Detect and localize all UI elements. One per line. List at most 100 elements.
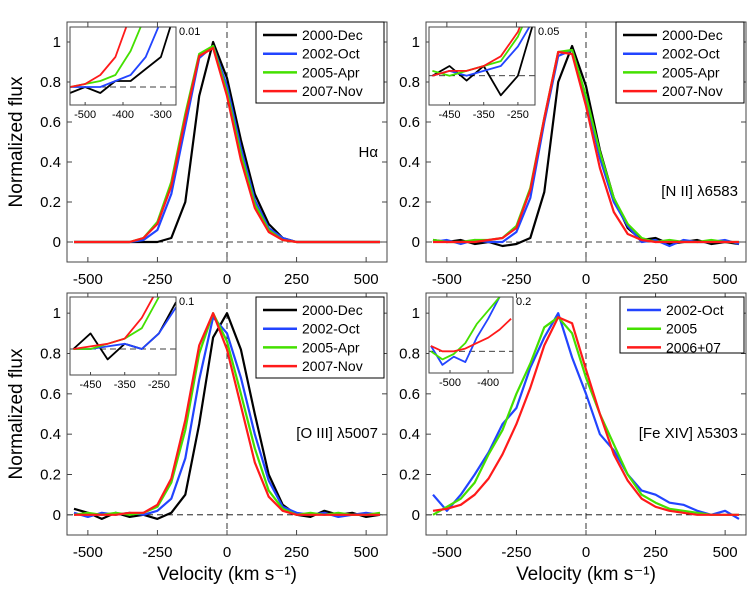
- series-group: [432, 312, 740, 520]
- inset-series-line-2002-Oct: [70, 27, 160, 88]
- y-tick-label: 0: [53, 234, 61, 251]
- y-tick-label: 0: [412, 234, 420, 251]
- legend-entry: 2002-Oct: [662, 46, 720, 62]
- inset-series-line-2007-Nov: [73, 297, 155, 350]
- y-tick-label: 1: [412, 34, 420, 51]
- y-tick-label: 1: [53, 305, 61, 322]
- y-tick-label: 0.2: [40, 467, 61, 484]
- inset-x-tick-label: -300: [150, 109, 172, 121]
- series-group: [73, 312, 381, 521]
- y-tick-label: 0.2: [40, 194, 61, 211]
- inset-x-tick-label: -450: [80, 379, 102, 391]
- y-tick-label: 1: [412, 305, 420, 322]
- x-tick-label: -250: [142, 544, 172, 561]
- y-tick-label: 0.4: [40, 426, 61, 443]
- inset-x-tick-label: -250: [507, 109, 529, 121]
- inset-series-line-2000-Dec: [70, 27, 172, 94]
- legend-entry: 2005: [666, 321, 697, 337]
- x-tick-label: 250: [284, 544, 309, 561]
- x-tick-label: -500: [432, 544, 462, 561]
- legend-entry: 2002-Oct: [666, 302, 724, 318]
- line-label: [O III] λ5007: [296, 425, 378, 442]
- x-tick-label: 250: [643, 544, 668, 561]
- x-tick-label: -500: [432, 271, 462, 288]
- inset: -450 -350 -250 0.1: [69, 296, 194, 391]
- x-tick-label: 0: [582, 544, 590, 561]
- x-tick-label: 0: [582, 271, 590, 288]
- inset-frame: [69, 296, 177, 376]
- inset-series-group: [430, 297, 512, 366]
- x-tick-label: -250: [142, 271, 172, 288]
- series-line-2002-Oct: [432, 312, 740, 520]
- line-label: [Fe XIV] λ5303: [639, 425, 738, 442]
- x-tick-label: 500: [713, 544, 738, 561]
- legend-entry: 2005-Apr: [302, 339, 360, 355]
- y-tick-label: 0: [53, 507, 61, 524]
- y-tick-label: 0.2: [399, 194, 420, 211]
- series-group: [74, 40, 380, 244]
- y-tick-label: 0.2: [399, 467, 420, 484]
- inset: -500 -400 0.2: [428, 296, 531, 389]
- series-group: [432, 44, 740, 248]
- legend-entry: 2002-Oct: [302, 321, 360, 337]
- inset-x-tick-label: -250: [148, 379, 170, 391]
- inset-y-max-label: 0.01: [179, 26, 200, 38]
- series-line-2000-Dec: [73, 312, 381, 521]
- x-tick-label: 250: [284, 271, 309, 288]
- y-tick-label: 0.4: [40, 154, 61, 171]
- inset-series-group: [72, 297, 176, 361]
- x-tick-label: 0: [223, 544, 231, 561]
- panel-2: -500 -250 0 250 500 0 0.2 0.4 0.6 0.8 1 [N II] λ658…: [399, 21, 747, 288]
- legend-entry: 2005-Apr: [302, 64, 360, 80]
- legend-entry: 2005-Apr: [662, 64, 720, 80]
- inset-frame: [428, 296, 514, 374]
- line-label: Hα: [358, 144, 378, 161]
- y-tick-label: 0.6: [399, 114, 420, 131]
- inset-x-tick-label: -400: [477, 377, 499, 389]
- series-line-2006+07: [432, 316, 739, 516]
- x-tick-label: -500: [73, 271, 103, 288]
- inset: -450 -350 -250 0.05: [428, 26, 559, 121]
- y-tick-label: 0.8: [40, 74, 61, 91]
- x-tick-label: 250: [643, 271, 668, 288]
- legend-entry: 2007-Nov: [662, 83, 723, 99]
- inset: -500 -400 -300 0.01: [69, 26, 200, 121]
- y-tick-label: 0.8: [40, 346, 61, 363]
- y-tick-label: 0.4: [399, 426, 420, 443]
- x-axis-label: Velocity (km s⁻¹): [157, 564, 297, 585]
- inset-frame: [428, 26, 536, 106]
- inset-frame-bg: [69, 26, 177, 106]
- legend-box: [619, 296, 745, 354]
- inset-x-tick-label: -400: [112, 109, 134, 121]
- inset-y-max-label: 0.05: [538, 26, 559, 38]
- inset-frame-bg: [69, 296, 177, 376]
- y-tick-label: 0: [412, 507, 420, 524]
- panel-4: -500 -250 0 250 500 0 0.2 0.4 0.6 0.8 1 Velocity (k…: [399, 292, 747, 585]
- inset-x-tick-label: -500: [74, 109, 96, 121]
- y-tick-label: 0.6: [40, 386, 61, 403]
- panel-3: -500 -250 0 250 500 0 0.2 0.4 0.6 0.8 1 Normalized …: [6, 292, 388, 585]
- legend-entry: 2007-Nov: [302, 358, 363, 374]
- x-tick-label: -250: [501, 271, 531, 288]
- series-line-2007-Nov: [74, 312, 380, 516]
- inset-series-group: [70, 27, 172, 94]
- x-tick-label: 500: [354, 544, 379, 561]
- x-axis-label: Velocity (km s⁻¹): [516, 564, 656, 585]
- legend-entry: 2000-Dec: [302, 27, 363, 43]
- y-tick-label: 0.4: [399, 154, 420, 171]
- inset-y-max-label: 0.1: [179, 296, 194, 308]
- y-axis-label: Normalized flux: [6, 76, 27, 207]
- inset-y-max-label: 0.2: [516, 296, 531, 308]
- line-label: [N II] λ6583: [661, 183, 738, 200]
- series-line-2005: [432, 316, 739, 516]
- legend-entry: 2007-Nov: [302, 83, 363, 99]
- inset-x-tick-label: -350: [114, 379, 136, 391]
- series-line-2007-Nov: [433, 50, 739, 244]
- inset-series-line-2005: [430, 297, 501, 361]
- x-tick-label: -250: [501, 544, 531, 561]
- x-tick-label: 0: [223, 271, 231, 288]
- inset-series-group: [431, 27, 534, 97]
- legend-entry: 2006+07: [666, 339, 721, 355]
- legend-entry: 2002-Oct: [302, 46, 360, 62]
- y-tick-label: 0.6: [399, 386, 420, 403]
